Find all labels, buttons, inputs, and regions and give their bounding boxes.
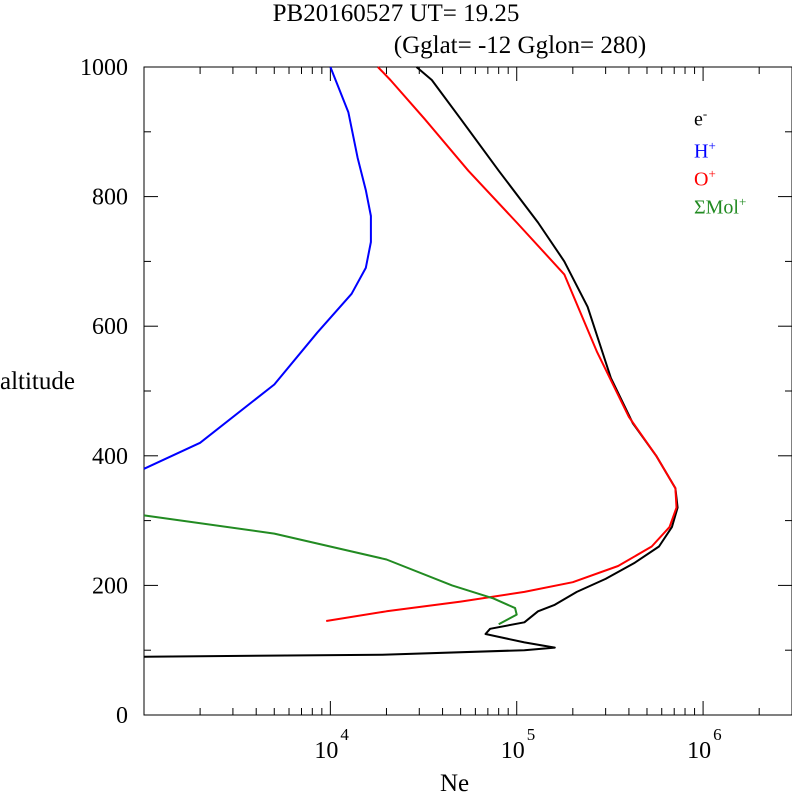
legend-label: e <box>694 108 703 131</box>
legend-entry-h-plus: H+ <box>694 135 716 163</box>
legend-label: H <box>694 140 709 163</box>
x-tick-label: 10 <box>501 738 525 764</box>
legend-sup: + <box>708 138 716 153</box>
y-tick-label: 0 <box>116 703 128 729</box>
y-tick-label: 600 <box>92 314 128 340</box>
y-axis-label: altitude <box>0 368 75 395</box>
legend-entry-electrons: e- <box>694 103 707 131</box>
y-tick-label: 1000 <box>80 55 128 81</box>
axis-ticks <box>143 66 792 716</box>
legend-sup: + <box>738 194 747 209</box>
series-line-2 <box>326 66 678 622</box>
chart-title: PB20160527 UT= 19.25 <box>272 0 520 27</box>
series-lines <box>143 66 679 658</box>
legend-entry-molecular-ions: ΣMol+ <box>694 191 746 219</box>
x-tick-exponent: 4 <box>340 725 349 744</box>
x-axis-label: Ne <box>440 770 470 797</box>
legend-label: ΣMol <box>694 196 739 219</box>
legend-entry-o-plus: O+ <box>694 163 716 191</box>
y-tick-label: 800 <box>92 185 128 211</box>
y-tick-label: 200 <box>92 573 128 599</box>
series-line-1 <box>143 66 372 470</box>
x-tick-label: 10 <box>687 738 711 764</box>
x-tick-exponent: 5 <box>527 725 536 744</box>
legend-label: O <box>694 168 709 191</box>
chart-subtitle: (Gglat= -12 Gglon= 280) <box>393 32 647 59</box>
series-line-0 <box>143 66 679 658</box>
legend-sup: - <box>702 106 708 121</box>
legend-sup: + <box>708 166 716 181</box>
y-tick-label: 400 <box>92 444 128 470</box>
x-tick-exponent: 6 <box>713 725 722 744</box>
x-tick-label: 10 <box>314 738 338 764</box>
series-line-3 <box>143 514 518 626</box>
